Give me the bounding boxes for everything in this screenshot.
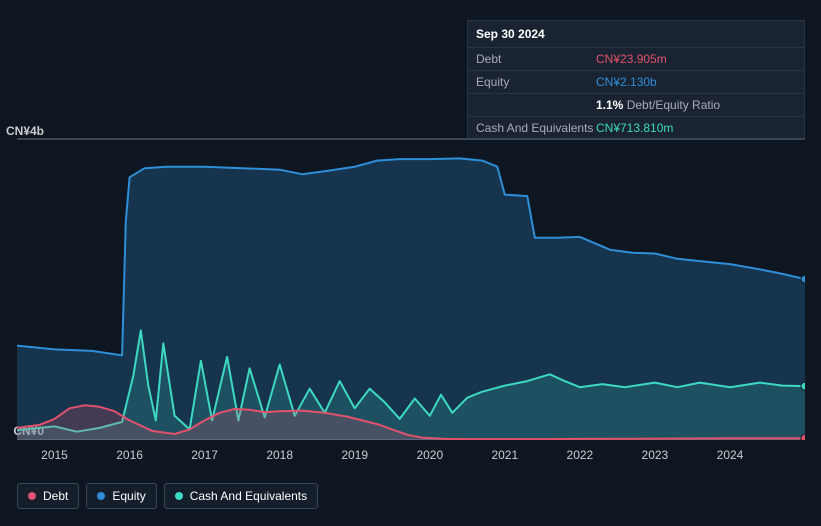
legend-dot-icon — [175, 492, 183, 500]
legend-dot-icon — [28, 492, 36, 500]
ratio-pct: 1.1% — [596, 98, 623, 112]
legend-item-equity[interactable]: Equity — [86, 483, 156, 509]
tooltip-label: Equity — [476, 75, 596, 89]
tooltip-row-ratio: 1.1% Debt/Equity Ratio — [468, 94, 804, 117]
legend-label: Cash And Equivalents — [190, 489, 307, 503]
chart-legend: Debt Equity Cash And Equivalents — [17, 483, 318, 509]
y-axis-max-label: CN¥4b — [4, 124, 44, 138]
tooltip-row-debt: Debt CN¥23.905m — [468, 48, 804, 71]
x-tick-label: 2023 — [642, 448, 669, 462]
x-tick-label: 2015 — [41, 448, 68, 462]
x-tick-label: 2019 — [341, 448, 368, 462]
x-tick-label: 2022 — [567, 448, 594, 462]
x-tick-label: 2018 — [266, 448, 293, 462]
tooltip-label: Cash And Equivalents — [476, 121, 596, 135]
legend-item-cash-and-equivalents[interactable]: Cash And Equivalents — [164, 483, 318, 509]
series-end-dot-equity — [801, 275, 805, 283]
x-tick-label: 2017 — [191, 448, 218, 462]
x-tick-label: 2016 — [116, 448, 143, 462]
data-tooltip: Sep 30 2024 Debt CN¥23.905m Equity CN¥2.… — [467, 20, 805, 140]
tooltip-value: 1.1% Debt/Equity Ratio — [596, 98, 796, 112]
ratio-label: Debt/Equity Ratio — [623, 98, 720, 112]
x-tick-label: 2024 — [717, 448, 744, 462]
legend-item-debt[interactable]: Debt — [17, 483, 79, 509]
tooltip-row-cash: Cash And Equivalents CN¥713.810m — [468, 117, 804, 139]
tooltip-value: CN¥2.130b — [596, 75, 796, 89]
legend-label: Debt — [43, 489, 68, 503]
series-end-dot-cash-and-equivalents — [801, 382, 805, 390]
tooltip-row-equity: Equity CN¥2.130b — [468, 71, 804, 94]
tooltip-label: Debt — [476, 52, 596, 66]
x-tick-label: 2020 — [416, 448, 443, 462]
legend-label: Equity — [112, 489, 145, 503]
x-axis-labels: 2015 2016 2017 2018 2019 2020 2021 2022 2023 2024 — [17, 448, 805, 466]
tooltip-value: CN¥23.905m — [596, 52, 796, 66]
legend-dot-icon — [97, 492, 105, 500]
chart-svg — [17, 138, 805, 440]
chart-plot-area — [17, 138, 805, 440]
tooltip-date: Sep 30 2024 — [468, 21, 804, 48]
tooltip-label — [476, 98, 596, 112]
x-tick-label: 2021 — [491, 448, 518, 462]
tooltip-value: CN¥713.810m — [596, 121, 796, 135]
